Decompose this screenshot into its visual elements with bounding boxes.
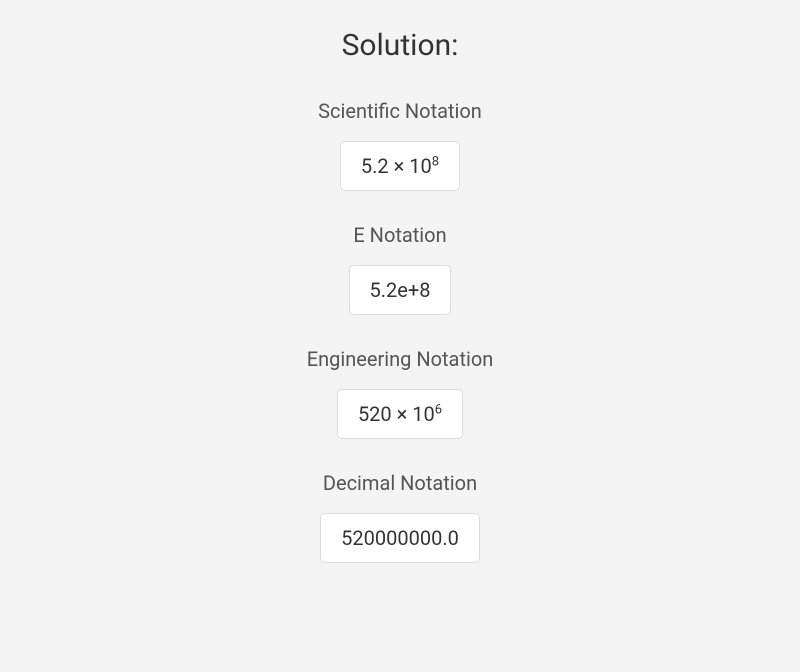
solution-title: Solution: bbox=[342, 28, 459, 63]
scientific-notation-section: Scientific Notation 5.2 × 108 bbox=[318, 99, 482, 191]
e-notation-section: E Notation 5.2e+8 bbox=[349, 223, 452, 315]
scientific-coefficient: 5.2 bbox=[361, 154, 389, 178]
engineering-exponent: 6 bbox=[435, 402, 442, 417]
engineering-notation-value: 520 × 106 bbox=[337, 389, 463, 439]
scientific-exponent: 8 bbox=[432, 154, 439, 169]
e-notation-value: 5.2e+8 bbox=[349, 265, 452, 315]
decimal-notation-label: Decimal Notation bbox=[323, 471, 477, 495]
decimal-notation-section: Decimal Notation 520000000.0 bbox=[320, 471, 480, 563]
decimal-notation-value: 520000000.0 bbox=[320, 513, 480, 563]
e-notation-label: E Notation bbox=[353, 223, 446, 247]
engineering-notation-label: Engineering Notation bbox=[307, 347, 494, 371]
scientific-notation-label: Scientific Notation bbox=[318, 99, 482, 123]
engineering-coefficient: 520 bbox=[358, 402, 392, 426]
engineering-notation-section: Engineering Notation 520 × 106 bbox=[307, 347, 494, 439]
scientific-notation-value: 5.2 × 108 bbox=[340, 141, 460, 191]
